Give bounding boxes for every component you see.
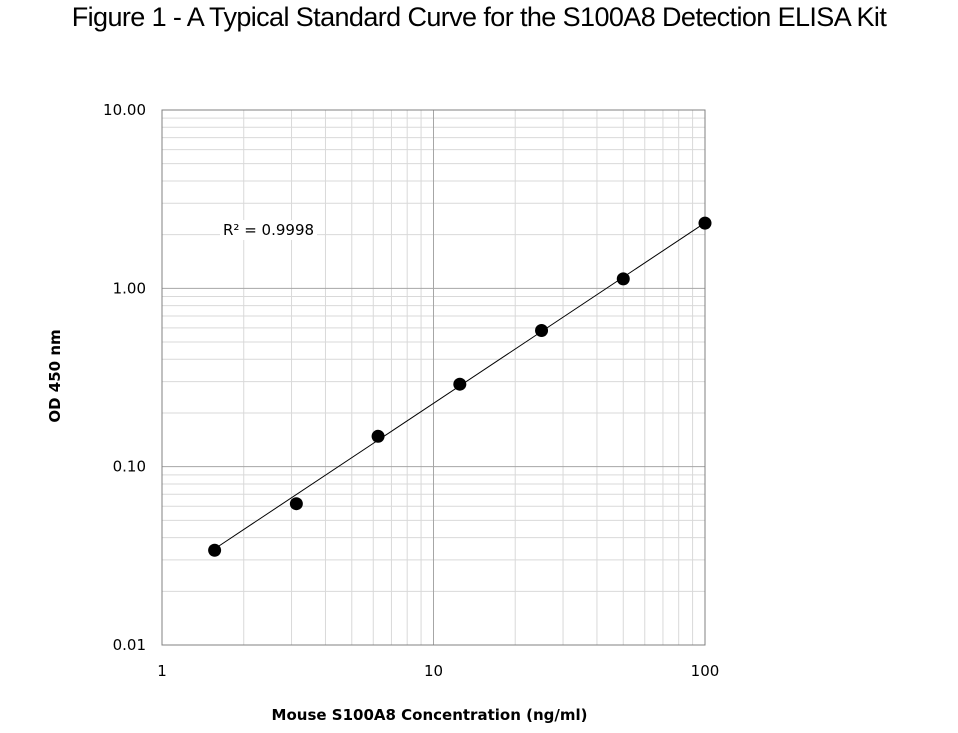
data-point — [371, 429, 385, 443]
x-tick-label: 1 — [157, 662, 167, 680]
data-point — [535, 324, 549, 338]
major-gridlines — [162, 110, 705, 645]
figure-title: Figure 1 - A Typical Standard Curve for … — [71, 2, 887, 32]
data-point — [453, 377, 467, 391]
data-point — [208, 543, 222, 557]
x-axis-title: Mouse S100A8 Concentration (ng/ml) — [272, 706, 588, 724]
y-tick-label: 1.00 — [113, 279, 146, 297]
x-tick-label: 100 — [691, 662, 720, 680]
y-tick-label: 0.10 — [113, 458, 146, 476]
r-squared-label-background — [220, 220, 318, 240]
y-tick-label: 0.01 — [113, 636, 146, 654]
data-point — [698, 216, 712, 230]
data-point — [616, 272, 630, 286]
data-points — [208, 216, 712, 557]
x-axis-tick-labels: 1 10 100 — [157, 662, 719, 680]
y-tick-label: 10.00 — [103, 101, 146, 119]
y-axis-tick-labels: 0.01 0.10 1.00 10.00 — [103, 101, 146, 654]
r-squared-label: R² = 0.9998 — [223, 221, 314, 239]
plot-area-border — [161, 109, 706, 646]
data-point — [289, 497, 303, 511]
x-tick-label: 10 — [424, 662, 443, 680]
y-axis-title: OD 450 nm — [46, 329, 64, 422]
